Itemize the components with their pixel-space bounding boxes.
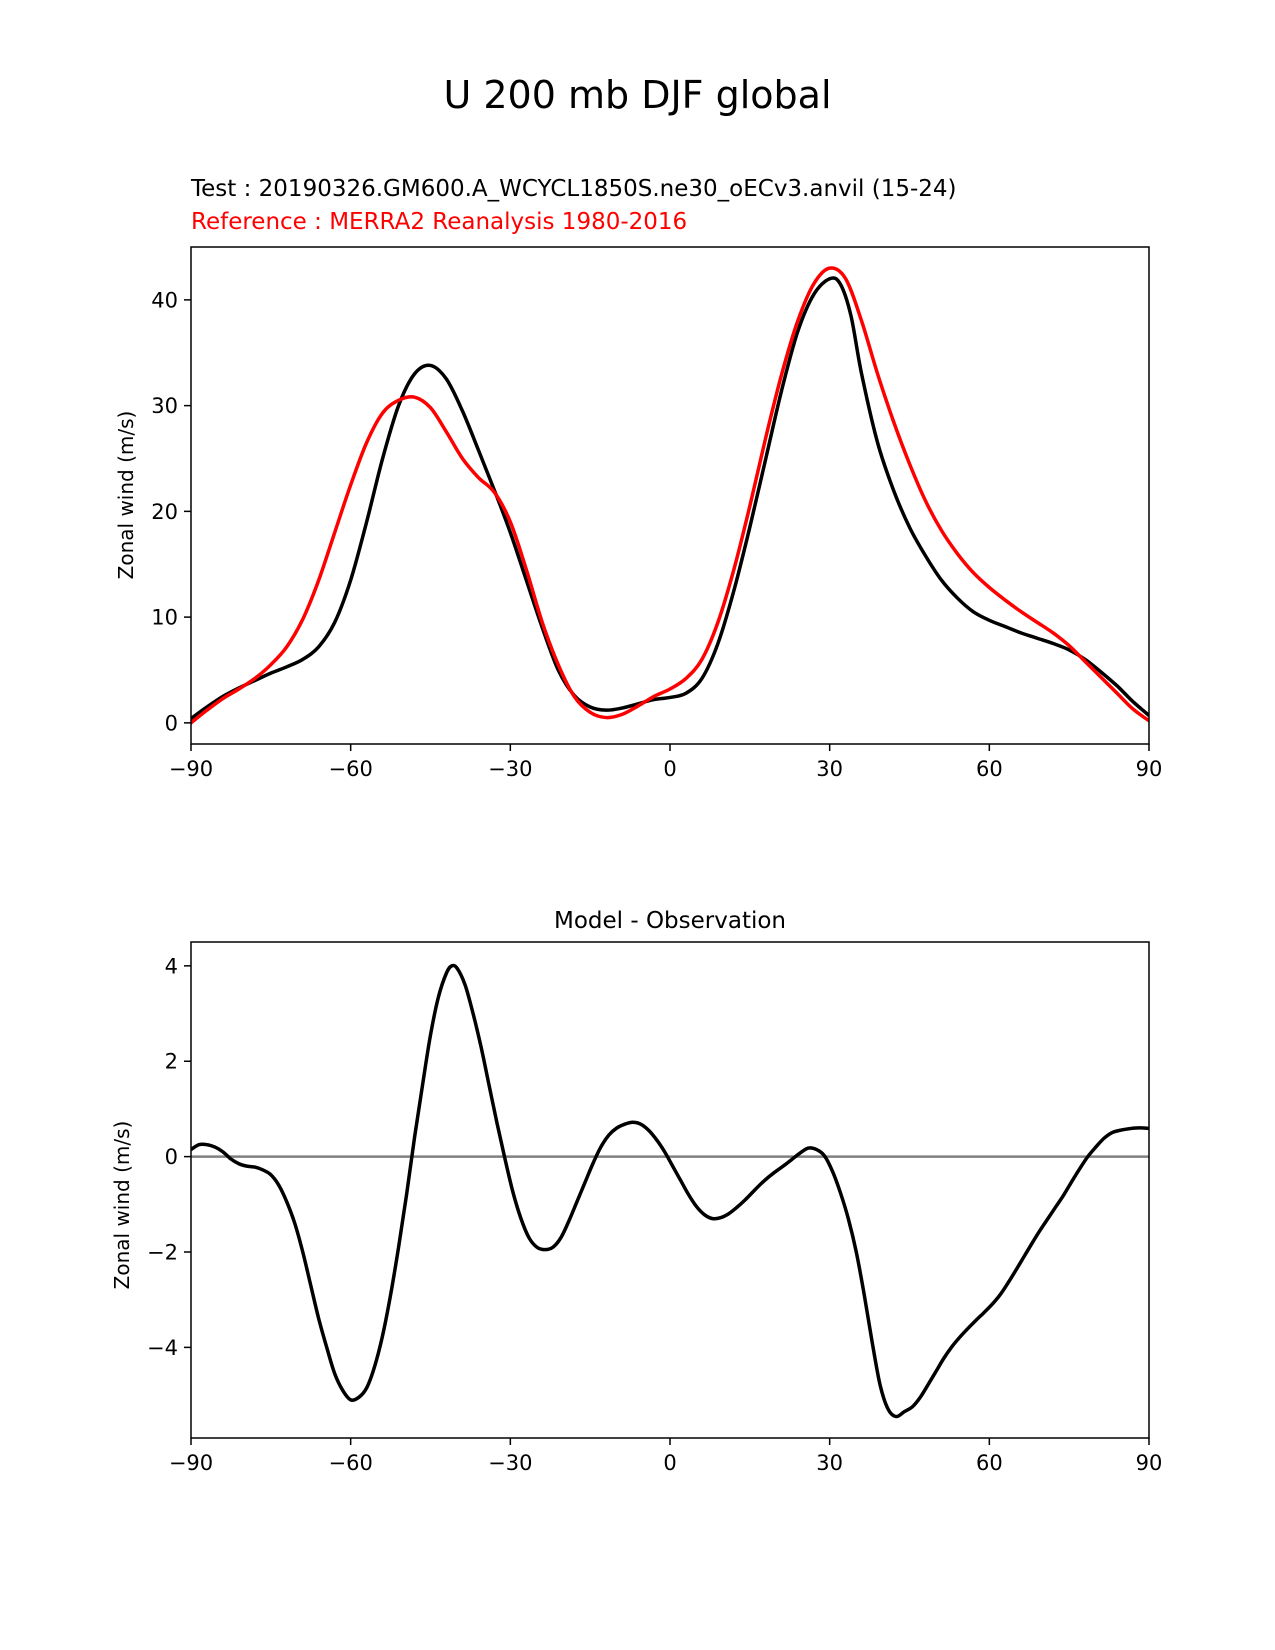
y-tick-label: 20 bbox=[151, 500, 178, 524]
y-tick-label: 10 bbox=[151, 606, 178, 630]
x-tick-label: 90 bbox=[1136, 757, 1163, 781]
x-tick-label: −60 bbox=[329, 1451, 373, 1475]
x-tick-label: 60 bbox=[976, 757, 1003, 781]
x-tick-label: −30 bbox=[488, 1451, 532, 1475]
top-plot-frame bbox=[190, 246, 1150, 745]
x-tick-label: 0 bbox=[663, 757, 676, 781]
x-tick-label: −60 bbox=[329, 757, 373, 781]
y-tick-label: 2 bbox=[165, 1050, 178, 1074]
y-tick-label: 30 bbox=[151, 394, 178, 418]
top-y-axis-label: Zonal wind (m/s) bbox=[114, 411, 138, 580]
x-tick-label: −90 bbox=[169, 757, 213, 781]
test-label: Test : 20190326.GM600.A_WCYCL1850S.ne30_… bbox=[190, 176, 957, 202]
y-tick-label: −2 bbox=[147, 1241, 178, 1265]
x-tick-label: 0 bbox=[663, 1451, 676, 1475]
top-plot-content: −90 −60 −30 0 30 60 90 0 10 20 30 40 bbox=[151, 266, 1163, 781]
bottom-plot-title: Model - Observation bbox=[554, 908, 786, 934]
series-line-reference bbox=[191, 266, 1149, 725]
x-tick-label: −90 bbox=[169, 1451, 213, 1475]
x-tick-label: 30 bbox=[816, 757, 843, 781]
figure-title: U 200 mb DJF global bbox=[443, 73, 831, 117]
y-tick-label: 4 bbox=[165, 954, 178, 978]
y-tick-label: 40 bbox=[151, 288, 178, 312]
x-tick-label: 90 bbox=[1136, 1451, 1163, 1475]
series-line-test bbox=[191, 276, 1149, 721]
series-line-model-observation bbox=[191, 963, 1149, 1419]
y-tick-label: 0 bbox=[165, 711, 178, 735]
top-plot: Test : 20190326.GM600.A_WCYCL1850S.ne30_… bbox=[114, 176, 1162, 781]
reference-label: Reference : MERRA2 Reanalysis 1980-2016 bbox=[191, 209, 687, 235]
bottom-y-axis-label: Zonal wind (m/s) bbox=[110, 1121, 134, 1290]
x-tick-label: 60 bbox=[976, 1451, 1003, 1475]
x-tick-label: 30 bbox=[816, 1451, 843, 1475]
y-tick-label: 0 bbox=[165, 1145, 178, 1169]
bottom-plot: Model - Observation Zonal wind (m/s) −90… bbox=[110, 908, 1163, 1475]
bottom-plot-content: −90 −60 −30 0 30 60 90 −4 −2 0 2 4 bbox=[147, 954, 1163, 1475]
bottom-plot-frame bbox=[190, 941, 1150, 1439]
y-tick-label: −4 bbox=[147, 1336, 178, 1360]
x-tick-label: −30 bbox=[488, 757, 532, 781]
